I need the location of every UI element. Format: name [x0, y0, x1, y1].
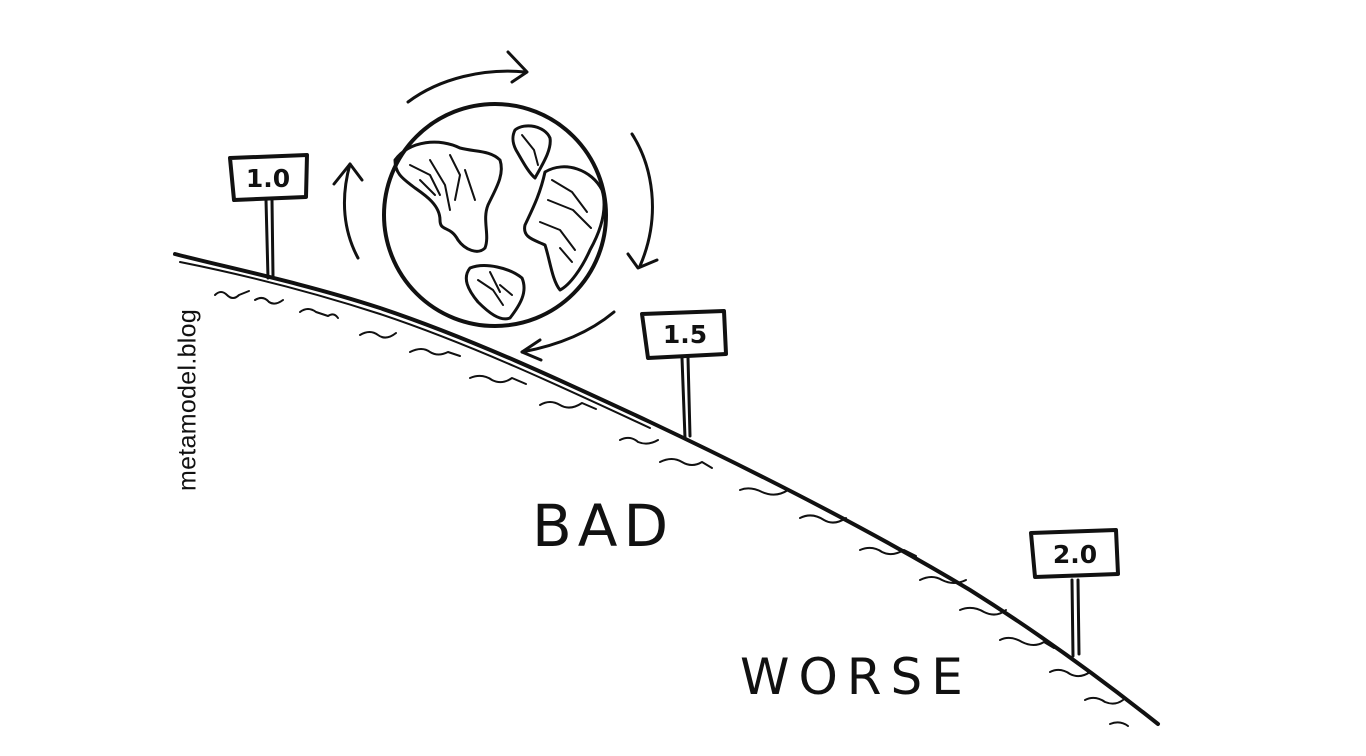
rotation-arrows-icon [332, 50, 659, 362]
sign-2-0-board [1029, 528, 1120, 579]
sign-1-0-board [228, 153, 309, 202]
rotation-arrow-top [406, 69, 527, 104]
rotation-arrow-bottom [520, 310, 616, 354]
label-bad: BAD [532, 492, 674, 560]
continent-greenland [511, 124, 552, 180]
continent-north-america [393, 140, 503, 253]
sign-1-0-post [264, 198, 270, 280]
sign-1-5 [640, 309, 728, 440]
sign-1-5-label: 1.5 [663, 320, 707, 349]
sign-1-5-board [640, 309, 728, 360]
slope-line-echo [179, 261, 651, 429]
rotation-arrow-left [342, 162, 360, 260]
slope-line [173, 252, 1160, 726]
sign-2-0 [1029, 528, 1120, 658]
watermark-text: metamodel.blog [173, 308, 202, 492]
earth-globe-icon [382, 102, 608, 328]
label-worse: WORSE [740, 648, 972, 706]
sign-2-0-label: 2.0 [1053, 540, 1097, 569]
sign-1-0-label: 1.0 [246, 164, 290, 193]
sign-1-0 [228, 153, 309, 280]
continent-africa [523, 165, 606, 292]
sign-2-0-post [1070, 578, 1075, 658]
rotation-arrow-right [630, 132, 654, 268]
ground-hatching [214, 290, 1129, 727]
sign-1-5-post [680, 356, 687, 440]
continent-south-america [464, 264, 526, 321]
globe-outline [382, 102, 608, 328]
